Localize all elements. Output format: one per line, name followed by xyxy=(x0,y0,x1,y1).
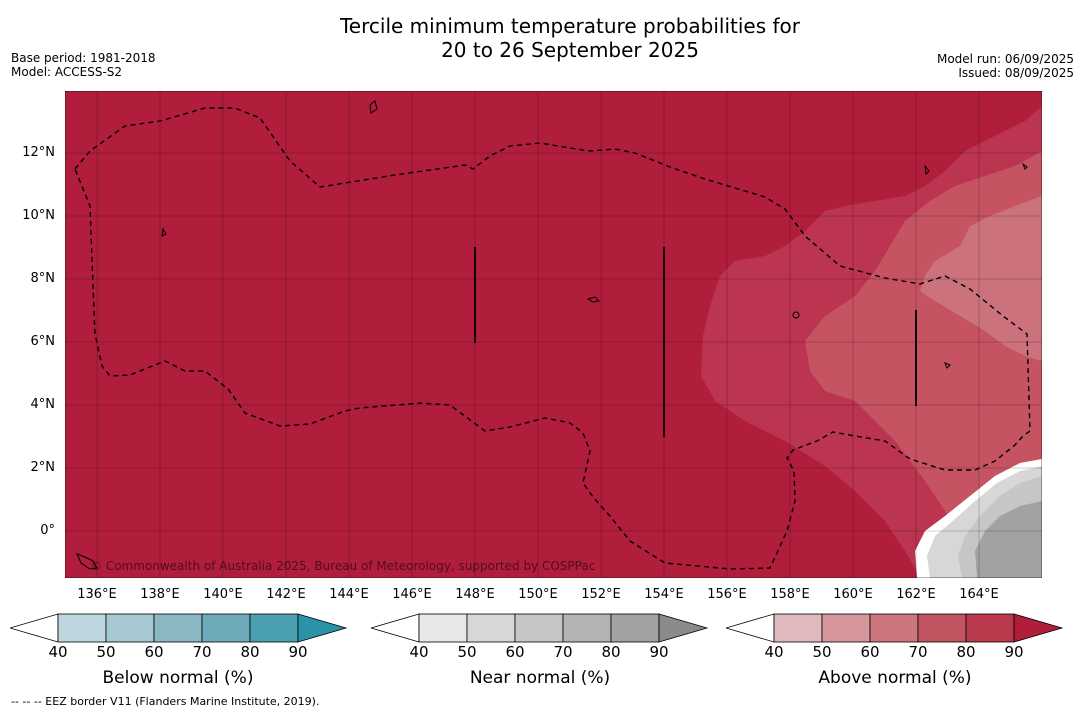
island xyxy=(1021,162,1028,170)
colorbar-tick-label: 90 xyxy=(1004,643,1024,661)
colorbar-segment xyxy=(418,613,468,643)
colorbar-segment xyxy=(105,613,155,643)
colorbar-tick-label: 80 xyxy=(956,643,976,661)
lon-label: 152°E xyxy=(581,587,621,602)
colorbar-tick-label: 60 xyxy=(505,643,525,661)
lon-label: 160°E xyxy=(833,587,873,602)
lat-label: 4°N xyxy=(30,397,56,412)
near-normal-80-region xyxy=(975,501,1042,578)
colorbar-tick-label: 50 xyxy=(812,643,832,661)
colorbar-over-triangle xyxy=(1013,613,1064,643)
lon-label: 142°E xyxy=(266,587,306,602)
copyright-text: © Commonwealth of Australia 2025, Bureau… xyxy=(90,559,595,573)
colorbar-tick-label: 50 xyxy=(96,643,116,661)
eez-border xyxy=(74,107,1031,570)
map-title: Tercile minimum temperature probabilitie… xyxy=(0,14,1085,62)
lon-label: 154°E xyxy=(644,587,684,602)
island xyxy=(792,311,800,319)
lon-label: 140°E xyxy=(203,587,243,602)
lon-label: 158°E xyxy=(770,587,810,602)
title-line-2: 20 to 26 September 2025 xyxy=(441,38,699,62)
graticule xyxy=(65,91,1042,578)
legend-title-below: Below normal (%) xyxy=(102,668,254,688)
colorbar-tick-label: 40 xyxy=(409,643,429,661)
colorbar-segment xyxy=(514,613,564,643)
colorbar-tick-label: 40 xyxy=(48,643,68,661)
island xyxy=(76,553,98,570)
meta-right: Model run: 06/09/2025 Issued: 08/09/2025 xyxy=(937,52,1074,80)
colorbar-under-triangle xyxy=(371,613,420,643)
lat-label: 0° xyxy=(40,523,55,538)
above-60-region xyxy=(920,196,1042,361)
colorbar-segment xyxy=(466,613,516,643)
lon-label: 164°E xyxy=(959,587,999,602)
colorbar-segment xyxy=(917,613,967,643)
lat-label: 6°N xyxy=(30,334,56,349)
colorbar-near-normal xyxy=(371,613,709,643)
lat-label: 12°N xyxy=(22,145,55,160)
lon-label: 148°E xyxy=(455,587,495,602)
lon-label: 162°E xyxy=(896,587,936,602)
model-name: Model: ACCESS-S2 xyxy=(11,65,123,79)
colorbar-segment xyxy=(869,613,919,643)
colorbar-tick-label: 70 xyxy=(908,643,928,661)
island xyxy=(924,164,930,176)
colorbar-tick-label: 90 xyxy=(649,643,669,661)
colorbar-tick-label: 70 xyxy=(553,643,573,661)
colorbar-tick-label: 80 xyxy=(601,643,621,661)
base-period: Base period: 1981-2018 xyxy=(11,51,156,65)
lat-label: 10°N xyxy=(22,208,55,223)
issued-date: Issued: 08/09/2025 xyxy=(958,66,1074,80)
lon-label: 156°E xyxy=(707,587,747,602)
colorbar-tick-label: 90 xyxy=(288,643,308,661)
colorbar-segment xyxy=(201,613,251,643)
colorbar-segment xyxy=(249,613,299,643)
islands xyxy=(76,100,1028,570)
colorbar-segment xyxy=(610,613,660,643)
colorbar-segment xyxy=(57,613,107,643)
colorbar-above-normal xyxy=(726,613,1064,643)
eez-footnote: -- -- -- EEZ border V11 (Flanders Marine… xyxy=(11,695,320,708)
island xyxy=(944,362,951,369)
colorbar-segment xyxy=(153,613,203,643)
probability-map: © Commonwealth of Australia 2025, Bureau… xyxy=(65,91,1042,578)
colorbar-segment xyxy=(562,613,612,643)
meta-left: Base period: 1981-2018 Model: ACCESS-S2 xyxy=(11,51,156,79)
colorbar-below-normal xyxy=(10,613,348,643)
legend-title-near: Near normal (%) xyxy=(469,668,611,688)
colorbar-over-triangle xyxy=(297,613,348,643)
colorbar-tick-label: 50 xyxy=(457,643,477,661)
colorbar-under-triangle xyxy=(10,613,59,643)
colorbar-tick-label: 70 xyxy=(192,643,212,661)
colorbar-tick-label: 40 xyxy=(764,643,784,661)
colorbar-under-triangle xyxy=(726,613,775,643)
lon-label: 138°E xyxy=(140,587,180,602)
colorbar-segment xyxy=(965,613,1015,643)
island xyxy=(586,296,601,303)
colorbar-over-triangle xyxy=(658,613,709,643)
colorbar-segment xyxy=(821,613,871,643)
lon-label: 150°E xyxy=(518,587,558,602)
island xyxy=(369,100,378,114)
title-line-1: Tercile minimum temperature probabilitie… xyxy=(339,14,801,38)
colorbar-segment xyxy=(773,613,823,643)
colorbar-tick-label: 80 xyxy=(240,643,260,661)
model-run: Model run: 06/09/2025 xyxy=(936,52,1074,66)
legend-title-above: Above normal (%) xyxy=(818,668,972,688)
lon-label: 146°E xyxy=(392,587,432,602)
colorbar-tick-label: 60 xyxy=(144,643,164,661)
island xyxy=(161,227,167,237)
colorbar-tick-label: 60 xyxy=(860,643,880,661)
lat-label: 8°N xyxy=(30,271,56,286)
boundary-segments xyxy=(474,247,917,437)
lon-label: 144°E xyxy=(329,587,369,602)
lon-label: 136°E xyxy=(77,587,117,602)
lat-label: 2°N xyxy=(30,460,56,475)
